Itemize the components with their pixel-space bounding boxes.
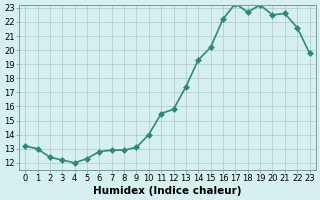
X-axis label: Humidex (Indice chaleur): Humidex (Indice chaleur)	[93, 186, 242, 196]
